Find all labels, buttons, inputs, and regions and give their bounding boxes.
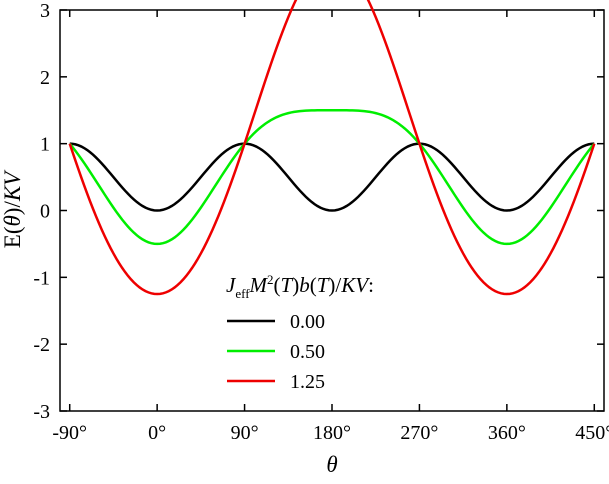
y-tick-label: 1 <box>40 134 50 156</box>
x-tick-label: 450° <box>575 422 609 444</box>
legend: JeffM2(T)b(T)/KV: 0.00 0.50 1.25 <box>226 272 374 393</box>
series-line-0.50 <box>68 109 596 246</box>
x-tick-labels: -90° 0° 90° 180° 270° 360° 450° <box>52 422 609 444</box>
y-tick-label: 3 <box>40 0 50 22</box>
y-tick-labels: -3 -2 -1 0 1 2 3 <box>33 0 50 423</box>
series-line-0.00 <box>69 142 595 212</box>
axis-ticks <box>60 9 604 412</box>
x-tick-label: 360° <box>488 422 526 444</box>
x-tick-label: 90° <box>231 422 259 444</box>
y-tick-label: -1 <box>33 267 50 289</box>
x-tick-label: 180° <box>313 422 351 444</box>
y-axis-title: E(θ)/KV <box>0 169 25 248</box>
y-tick-label: -2 <box>33 334 50 356</box>
legend-label-0: 0.00 <box>290 311 325 333</box>
series-line-1.25 <box>68 0 596 296</box>
y-tick-label: -3 <box>33 401 50 423</box>
legend-title: JeffM2(T)b(T)/KV: <box>226 272 374 301</box>
x-tick-label: 270° <box>400 422 438 444</box>
x-tick-label: 0° <box>148 422 166 444</box>
x-tick-label: -90° <box>52 422 87 444</box>
series-lines <box>68 0 596 296</box>
legend-label-1: 0.50 <box>290 341 325 363</box>
legend-label-2: 1.25 <box>290 371 325 393</box>
y-tick-label: 2 <box>40 67 50 89</box>
x-axis-title: θ <box>326 452 337 477</box>
y-tick-label: 0 <box>40 201 50 223</box>
